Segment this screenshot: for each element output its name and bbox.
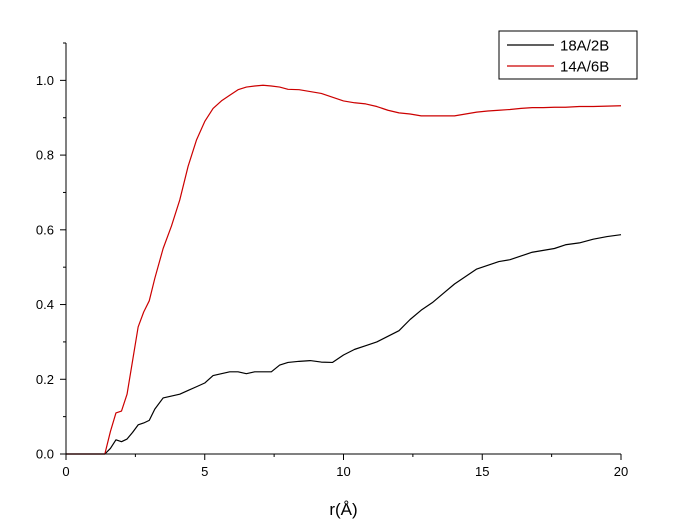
tick-marks [60, 42, 622, 460]
series-layer [66, 84, 622, 455]
axes [65, 43, 621, 455]
y-tick-label: 1.0 [36, 73, 54, 88]
x-axis-title: r(Å) [329, 500, 357, 519]
y-tick-label: 0.4 [36, 297, 54, 312]
legend-label-2: 14A/6B [560, 59, 609, 76]
y-tick-label: 0.6 [36, 222, 54, 237]
legend: 18A/2B 14A/6B [498, 30, 638, 80]
y-tick-label: 0.2 [36, 372, 54, 387]
tick-labels: 0 5 10 15 20 0.0 0.2 0.4 0.6 0.8 1.0 [36, 73, 628, 479]
y-tick-label: 0.8 [36, 148, 54, 163]
series-line-2 [66, 84, 622, 455]
x-tick-label: 20 [614, 464, 628, 479]
legend-box [498, 30, 638, 80]
series-line-1 [66, 234, 622, 455]
x-tick-label: 5 [201, 464, 208, 479]
legend-items: 18A/2B 14A/6B [507, 38, 609, 76]
y-tick-label: 0.0 [36, 447, 54, 462]
x-tick-label: 15 [475, 464, 489, 479]
legend-label-1: 18A/2B [560, 38, 609, 55]
x-tick-label: 10 [336, 464, 350, 479]
x-tick-label: 0 [62, 464, 69, 479]
